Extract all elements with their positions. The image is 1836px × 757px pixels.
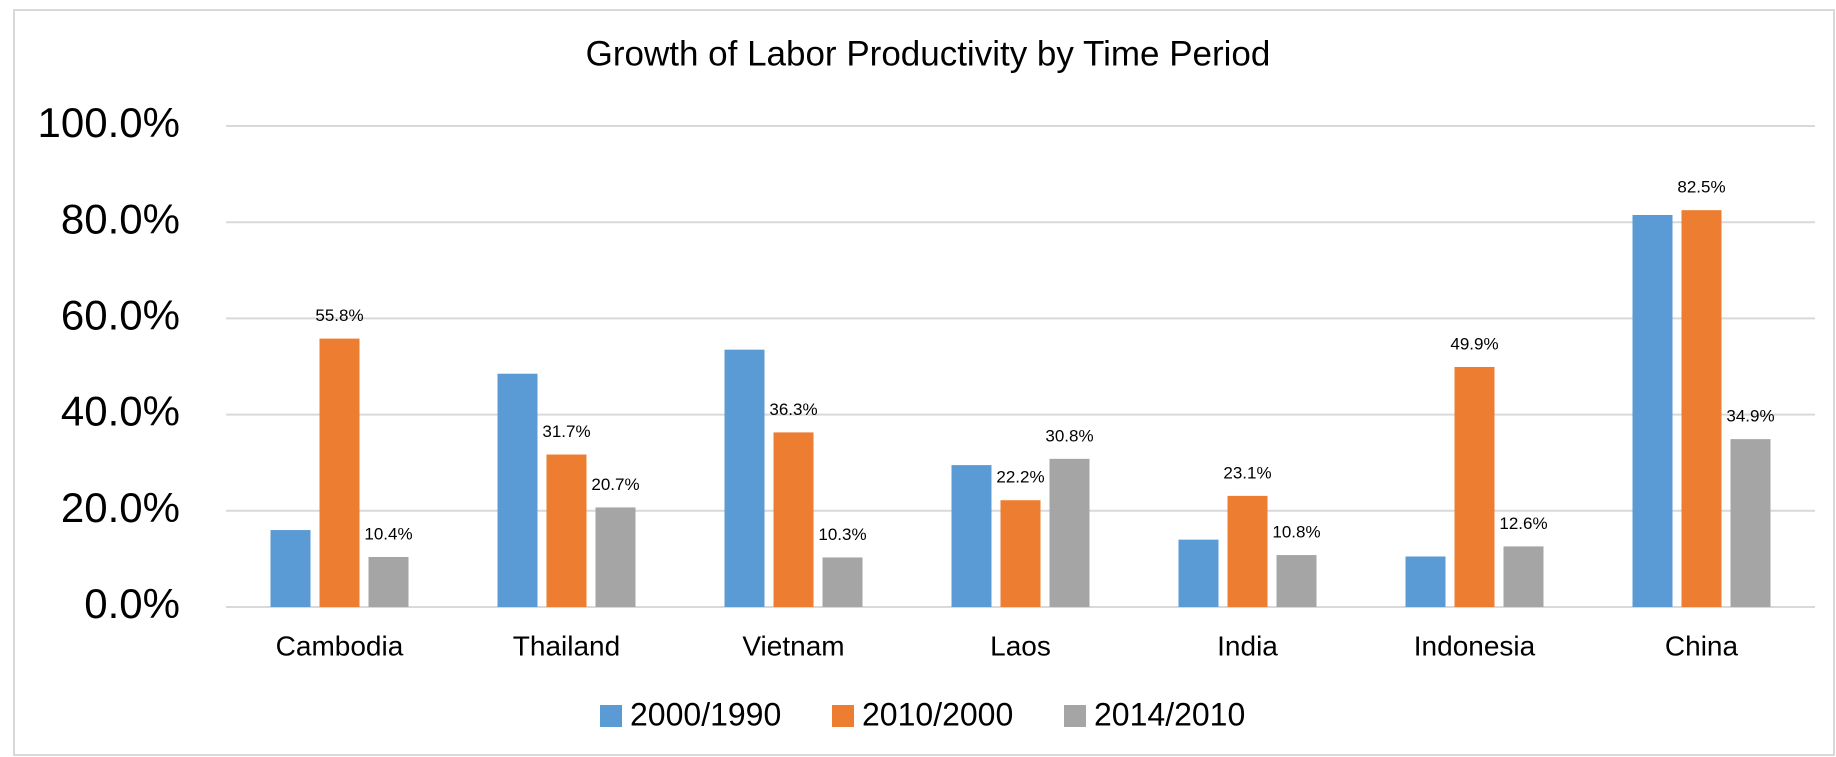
bar (1730, 439, 1771, 607)
legend-label: 2010/2000 (862, 696, 1013, 732)
data-label: 36.3% (769, 400, 817, 419)
bar (1454, 366, 1495, 607)
data-label: 49.9% (1450, 334, 1498, 353)
y-tick-label: 40.0% (61, 388, 180, 435)
bar (724, 349, 765, 607)
x-tick-label: India (1217, 630, 1278, 661)
y-tick-label: 60.0% (61, 291, 180, 338)
legend-label: 2000/1990 (630, 696, 781, 732)
bar (270, 530, 311, 607)
bar (773, 432, 814, 607)
y-tick-label: 80.0% (61, 195, 180, 242)
data-label: 20.7% (591, 475, 639, 494)
data-label: 10.3% (818, 525, 866, 544)
y-tick-label: 20.0% (61, 484, 180, 531)
x-tick-label: Cambodia (276, 630, 404, 661)
bar (1227, 495, 1268, 607)
data-label: 23.1% (1223, 463, 1271, 482)
data-label: 12.6% (1499, 514, 1547, 533)
bar (546, 454, 587, 607)
bar (1276, 555, 1317, 607)
bar (951, 465, 992, 607)
y-tick-label: 100.0% (38, 99, 180, 146)
y-tick-label: 0.0% (84, 580, 180, 627)
bar (1000, 500, 1041, 607)
chart-frame (13, 9, 1835, 756)
bar (319, 338, 360, 607)
data-label: 22.2% (996, 468, 1044, 487)
bar (1405, 556, 1446, 607)
bar (1503, 546, 1544, 607)
data-label: 34.9% (1726, 407, 1774, 426)
x-tick-label: China (1665, 630, 1739, 661)
x-tick-label: Indonesia (1414, 630, 1536, 661)
bar (1632, 214, 1673, 608)
legend-label: 2014/2010 (1094, 696, 1245, 732)
bar (497, 373, 538, 607)
x-tick-label: Thailand (513, 630, 620, 661)
data-label: 30.8% (1045, 426, 1093, 445)
data-label: 31.7% (542, 422, 590, 441)
x-tick-label: Laos (990, 630, 1051, 661)
bar (595, 507, 636, 607)
bar (1049, 458, 1090, 607)
chart-title: Growth of Labor Productivity by Time Per… (586, 34, 1271, 73)
x-tick-label: Vietnam (742, 630, 844, 661)
data-label: 10.4% (364, 524, 412, 543)
bar (1681, 210, 1722, 608)
legend-swatch (600, 705, 622, 727)
bar (822, 557, 863, 607)
bar (368, 556, 409, 607)
legend-swatch (1064, 705, 1086, 727)
bar (1178, 539, 1219, 607)
legend-swatch (832, 705, 854, 727)
data-label: 55.8% (315, 306, 363, 325)
data-label: 10.8% (1272, 523, 1320, 542)
data-label: 82.5% (1677, 178, 1725, 197)
